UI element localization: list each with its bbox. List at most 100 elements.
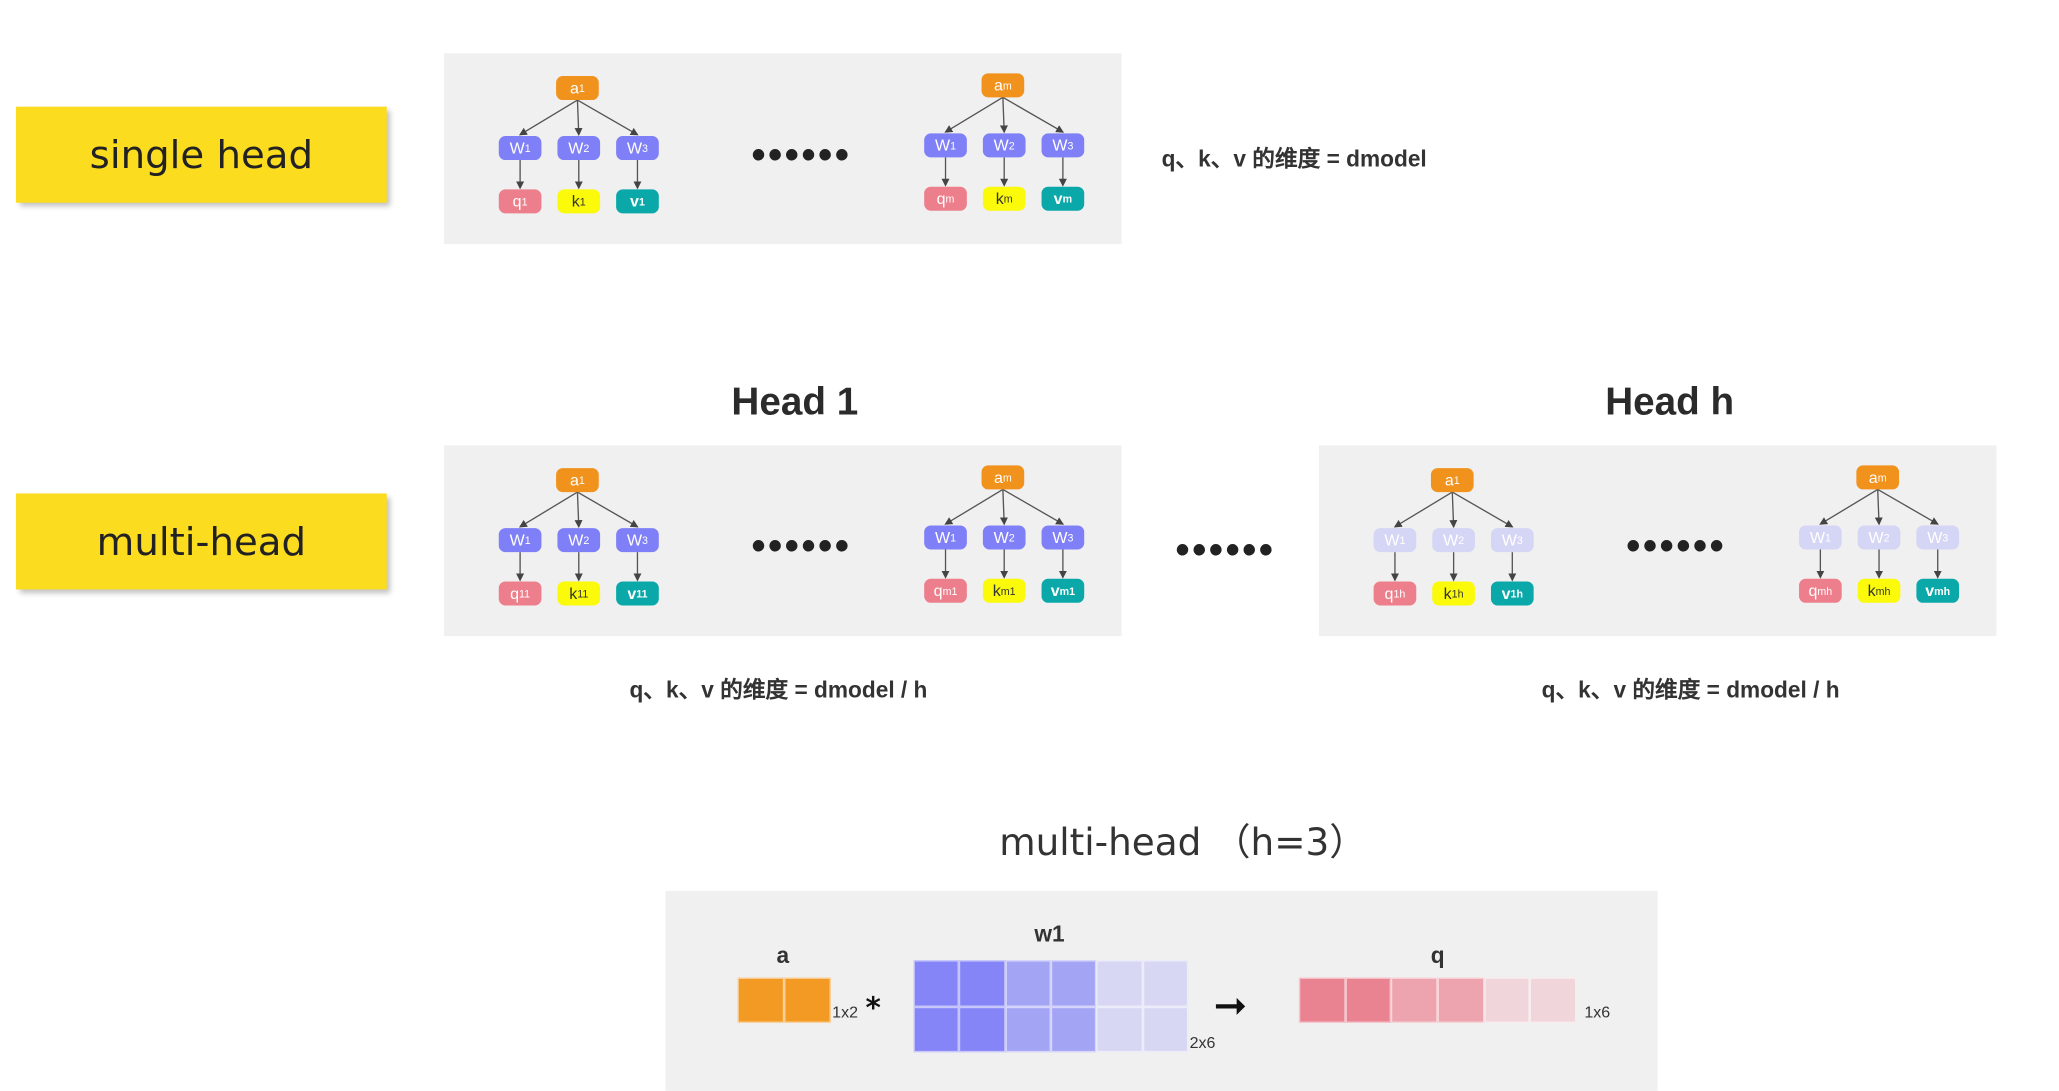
a-matrix [737,977,831,1023]
ellipsis-head1: •••••• [751,524,852,569]
w1-matrix-cell [1005,1006,1051,1053]
tree-connectors [941,96,1067,187]
w1-matrix-cell [1096,1006,1143,1053]
edge-a-to-w1 [944,488,1004,525]
multiply-operator: * [865,992,881,1026]
head1-dimension-note: q、k、v 的维度 = dmodel / h [629,677,928,703]
multi-head-label: multi-head [16,493,387,590]
edge-a-to-w2 [999,97,1008,134]
q-matrix-cell [1437,977,1484,1023]
a-matrix-label: a [776,942,790,969]
w1-matrix-label: w1 [1034,921,1065,947]
key-node: k 1h [1432,581,1475,606]
ellipsis-headh: •••••• [1626,524,1727,569]
value-node: v 1h [1490,581,1534,606]
edge-a-to-w2 [1449,492,1458,529]
tree-connectors [1816,488,1942,579]
w1-matrix [913,960,1189,1053]
w1-matrix-dimension: 2x6 [1189,1033,1216,1053]
edge-a-to-w1 [518,491,578,528]
edge-a-to-w1 [518,99,578,136]
value-node: v 11 [616,581,659,606]
edge-a-to-w3 [1002,96,1065,133]
edge-a-to-w3 [577,99,639,136]
q-matrix-label: q [1430,942,1445,969]
ellipsis-between-heads: •••••• [1175,528,1276,573]
w1-matrix-cell [1050,1006,1097,1053]
head-1-title: Head 1 [731,381,859,425]
edge-a-to-w2 [999,489,1008,526]
a-matrix-dimension: 1x2 [832,1002,858,1022]
tree-connectors [516,99,642,190]
w1-matrix-cell [959,1006,1006,1053]
edge-a-to-w1 [944,96,1004,133]
w1-matrix-cell [1096,960,1143,1007]
query-node: q 11 [498,581,542,606]
key-node: k m1 [982,578,1026,603]
edge-a-to-w2 [574,492,583,529]
w1-matrix-cell [1142,1006,1189,1053]
tree-head1-m: a m W 1 W 2 W 3 q m1 k m1 v m1 [916,463,1089,610]
w1-matrix-cell [1050,960,1097,1007]
q-matrix-cell [1483,977,1531,1023]
q-matrix-cell [1530,977,1577,1023]
q-matrix-cell [1298,977,1346,1023]
edge-a-to-w1 [1819,488,1879,525]
edge-a-to-w2 [1874,489,1883,526]
query-node: q mh [1799,578,1842,603]
w1-matrix-cell [913,1006,960,1053]
ellipsis-single: •••••• [751,133,852,178]
query-node: q m1 [924,578,967,603]
tree-head1-1: a 1 W 1 W 2 W 3 q 11 k 11 v 11 [491,465,664,612]
value-node: v m1 [1041,578,1085,603]
tree-connectors [1390,491,1517,582]
head-h-title: Head h [1605,381,1735,425]
edge-a-to-w3 [1877,488,1939,525]
w1-matrix-cell [1005,960,1051,1007]
edge-a-to-w2 [574,99,583,137]
edge-a-to-w1 [1393,491,1453,528]
key-node: k 11 [557,581,601,606]
q-matrix-dimension: 1x6 [1584,1002,1611,1022]
w1-matrix-cell [1142,960,1189,1007]
w1-matrix-cell [959,960,1006,1007]
a-matrix-cell [737,977,785,1023]
single-head-dimension-note: q、k、v 的维度 = dmodel [1161,146,1427,173]
query-node: q 1h [1373,581,1417,606]
tree-headh-1: a 1 W 1 W 2 W 3 q 1h k 1h v 1h [1366,465,1539,612]
single-head-label: single head [16,106,387,203]
value-node: v mh [1916,578,1960,603]
matrix-section-title: multi-head （h=3） [999,820,1367,865]
q-matrix-cell [1345,977,1392,1023]
w1-matrix-cell [913,960,960,1007]
